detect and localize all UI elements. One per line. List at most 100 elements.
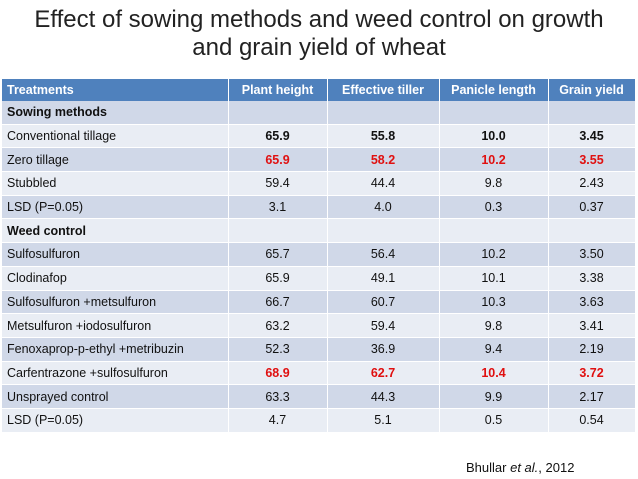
header-panicle-length: Panicle length [439, 79, 549, 101]
treatment-label: Fenoxaprop-p-ethyl +metribuzin [2, 337, 229, 362]
empty-cell [439, 218, 549, 244]
panicle-length-cell: 10.2 [439, 242, 549, 267]
grain-yield-cell: 3.50 [548, 242, 636, 267]
table-row: Sulfosulfuron +metsulfuron 66.7 60.7 10.3 3.… [2, 290, 636, 315]
plant-height-cell: 52.3 [228, 337, 328, 362]
effective-tiller-cell: 56.4 [327, 242, 440, 267]
grain-yield-cell: 3.41 [548, 313, 636, 338]
treatment-label: Metsulfuron +iodosulfuron [2, 313, 229, 338]
effective-tiller-cell: 44.4 [327, 171, 440, 196]
empty-cell [327, 101, 440, 125]
plant-height-cell: 68.9 [228, 361, 328, 386]
table-row: LSD (P=0.05) 4.7 5.1 0.5 0.54 [2, 408, 636, 433]
section-label: Sowing methods [2, 101, 229, 125]
treatment-label: Zero tillage [2, 147, 229, 173]
effective-tiller-cell: 44.3 [327, 384, 440, 409]
section-row: Sowing methods [2, 101, 636, 125]
header-grain-yield: Grain yield [548, 79, 636, 101]
treatment-label: Sulfosulfuron [2, 242, 229, 267]
results-table: Treatments Plant height Effective tiller… [2, 79, 636, 433]
panicle-length-cell: 10.3 [439, 290, 549, 315]
grain-yield-cell: 0.54 [548, 408, 636, 433]
grain-yield-cell: 3.72 [548, 361, 636, 386]
effective-tiller-cell: 5.1 [327, 408, 440, 433]
grain-yield-cell: 3.45 [548, 124, 636, 149]
table-row: Sulfosulfuron 65.7 56.4 10.2 3.50 [2, 242, 636, 267]
title-line-1: Effect of sowing methods and weed contro… [34, 6, 604, 33]
plant-height-cell: 65.7 [228, 242, 328, 267]
empty-cell [228, 218, 328, 244]
table-row: Stubbled 59.4 44.4 9.8 2.43 [2, 171, 636, 196]
plant-height-cell: 65.9 [228, 266, 328, 291]
effective-tiller-cell: 58.2 [327, 147, 440, 173]
panicle-length-cell: 0.3 [439, 195, 549, 220]
plant-height-cell: 65.9 [228, 147, 328, 173]
plant-height-cell: 4.7 [228, 408, 328, 433]
plant-height-cell: 65.9 [228, 124, 328, 149]
header-effective-tiller: Effective tiller [327, 79, 440, 101]
panicle-length-cell: 9.8 [439, 313, 549, 338]
empty-cell [327, 218, 440, 244]
treatment-label: LSD (P=0.05) [2, 408, 229, 433]
effective-tiller-cell: 62.7 [327, 361, 440, 386]
grain-yield-cell: 3.63 [548, 290, 636, 315]
effective-tiller-cell: 59.4 [327, 313, 440, 338]
effective-tiller-cell: 4.0 [327, 195, 440, 220]
empty-cell [548, 101, 636, 125]
plant-height-cell: 59.4 [228, 171, 328, 196]
citation: Bhullar et al., 2012 [466, 460, 574, 475]
panicle-length-cell: 9.9 [439, 384, 549, 409]
effective-tiller-cell: 49.1 [327, 266, 440, 291]
treatment-label: Stubbled [2, 171, 229, 196]
empty-cell [439, 101, 549, 125]
treatment-label: Carfentrazone +sulfosulfuron [2, 361, 229, 386]
section-label: Weed control [2, 218, 229, 244]
grain-yield-cell: 3.38 [548, 266, 636, 291]
panicle-length-cell: 0.5 [439, 408, 549, 433]
treatment-label: Clodinafop [2, 266, 229, 291]
treatment-label: Conventional tillage [2, 124, 229, 149]
panicle-length-cell: 10.0 [439, 124, 549, 149]
table-row: Carfentrazone +sulfosulfuron 68.9 62.7 10.4… [2, 361, 636, 386]
grain-yield-cell: 3.55 [548, 147, 636, 173]
plant-height-cell: 66.7 [228, 290, 328, 315]
plant-height-cell: 63.2 [228, 313, 328, 338]
slide-title: Effect of sowing methods and weed contro… [0, 6, 638, 62]
grain-yield-cell: 2.43 [548, 171, 636, 196]
table-row: LSD (P=0.05) 3.1 4.0 0.3 0.37 [2, 195, 636, 220]
table-row: Fenoxaprop-p-ethyl +metribuzin 52.3 36.9 9.… [2, 337, 636, 362]
grain-yield-cell: 0.37 [548, 195, 636, 220]
panicle-length-cell: 10.2 [439, 147, 549, 173]
citation-author: Bhullar [466, 460, 507, 475]
grain-yield-cell: 2.17 [548, 384, 636, 409]
citation-year: , 2012 [538, 460, 575, 475]
header-treatments: Treatments [2, 79, 229, 101]
plant-height-cell: 3.1 [228, 195, 328, 220]
treatment-label: Unsprayed control [2, 384, 229, 409]
effective-tiller-cell: 36.9 [327, 337, 440, 362]
table-row: Clodinafop 65.9 49.1 10.1 3.38 [2, 266, 636, 291]
empty-cell [548, 218, 636, 244]
plant-height-cell: 63.3 [228, 384, 328, 409]
panicle-length-cell: 9.8 [439, 171, 549, 196]
table-row: Unsprayed control 63.3 44.3 9.9 2.17 [2, 384, 636, 409]
panicle-length-cell: 10.4 [439, 361, 549, 386]
section-row: Weed control [2, 218, 636, 244]
empty-cell [228, 101, 328, 125]
treatment-label: Sulfosulfuron +metsulfuron [2, 290, 229, 315]
effective-tiller-cell: 55.8 [327, 124, 440, 149]
table-row: Conventional tillage 65.9 55.8 10.0 3.45 [2, 124, 636, 149]
grain-yield-cell: 2.19 [548, 337, 636, 362]
header-plant-height: Plant height [228, 79, 328, 101]
treatment-label: LSD (P=0.05) [2, 195, 229, 220]
panicle-length-cell: 9.4 [439, 337, 549, 362]
panicle-length-cell: 10.1 [439, 266, 549, 291]
header-row: Treatments Plant height Effective tiller… [2, 79, 636, 101]
effective-tiller-cell: 60.7 [327, 290, 440, 315]
title-line-2: and grain yield of wheat [192, 34, 446, 61]
table-row: Metsulfuron +iodosulfuron 63.2 59.4 9.8 3.41 [2, 313, 636, 338]
table-row: Zero tillage 65.9 58.2 10.2 3.55 [2, 147, 636, 173]
table-body: Sowing methods Conventional tillage 65.9 55… [2, 101, 636, 433]
citation-etal: et al. [510, 460, 539, 475]
